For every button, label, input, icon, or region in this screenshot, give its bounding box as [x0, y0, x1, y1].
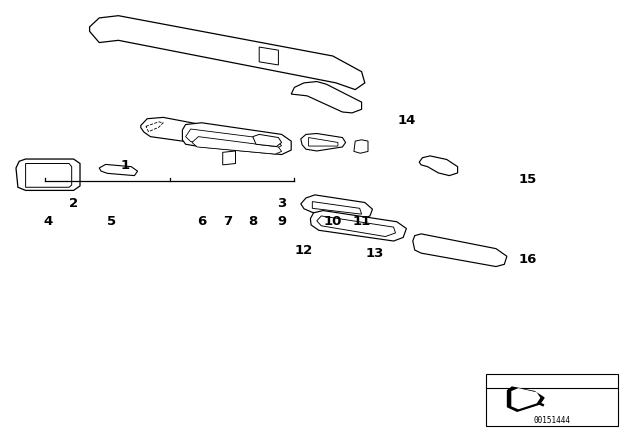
Text: 14: 14	[397, 114, 415, 128]
Polygon shape	[312, 202, 362, 214]
Text: 2: 2	[69, 197, 78, 211]
Text: 8: 8	[248, 215, 257, 228]
Text: 5: 5	[108, 215, 116, 228]
Bar	[486, 374, 618, 426]
Polygon shape	[259, 47, 278, 65]
Text: 11: 11	[353, 215, 371, 228]
Polygon shape	[182, 123, 291, 155]
Text: 3: 3	[277, 197, 286, 211]
Polygon shape	[508, 387, 544, 411]
Polygon shape	[317, 216, 396, 237]
Polygon shape	[253, 134, 282, 146]
Polygon shape	[310, 211, 406, 241]
Polygon shape	[192, 137, 282, 154]
Text: 4: 4	[44, 215, 52, 228]
Polygon shape	[90, 16, 365, 90]
Text: 00151444: 00151444	[533, 416, 570, 425]
Polygon shape	[291, 82, 362, 113]
Polygon shape	[308, 138, 338, 146]
Polygon shape	[99, 164, 138, 176]
Polygon shape	[354, 140, 368, 153]
Text: 1: 1	[120, 159, 129, 172]
Polygon shape	[419, 156, 458, 176]
Polygon shape	[413, 234, 507, 267]
Polygon shape	[16, 159, 80, 190]
Text: 13: 13	[365, 246, 383, 260]
Polygon shape	[301, 134, 346, 151]
Polygon shape	[512, 389, 540, 409]
Text: 10: 10	[324, 215, 342, 228]
Polygon shape	[141, 117, 221, 144]
Text: 6: 6	[197, 215, 206, 228]
Polygon shape	[223, 151, 236, 165]
Text: 12: 12	[295, 244, 313, 258]
Text: 16: 16	[519, 253, 537, 267]
Text: 7: 7	[223, 215, 232, 228]
Text: 9: 9	[277, 215, 286, 228]
Text: 15: 15	[519, 172, 537, 186]
Polygon shape	[26, 164, 72, 187]
Polygon shape	[301, 195, 372, 220]
Polygon shape	[186, 129, 282, 149]
Polygon shape	[16, 159, 80, 190]
